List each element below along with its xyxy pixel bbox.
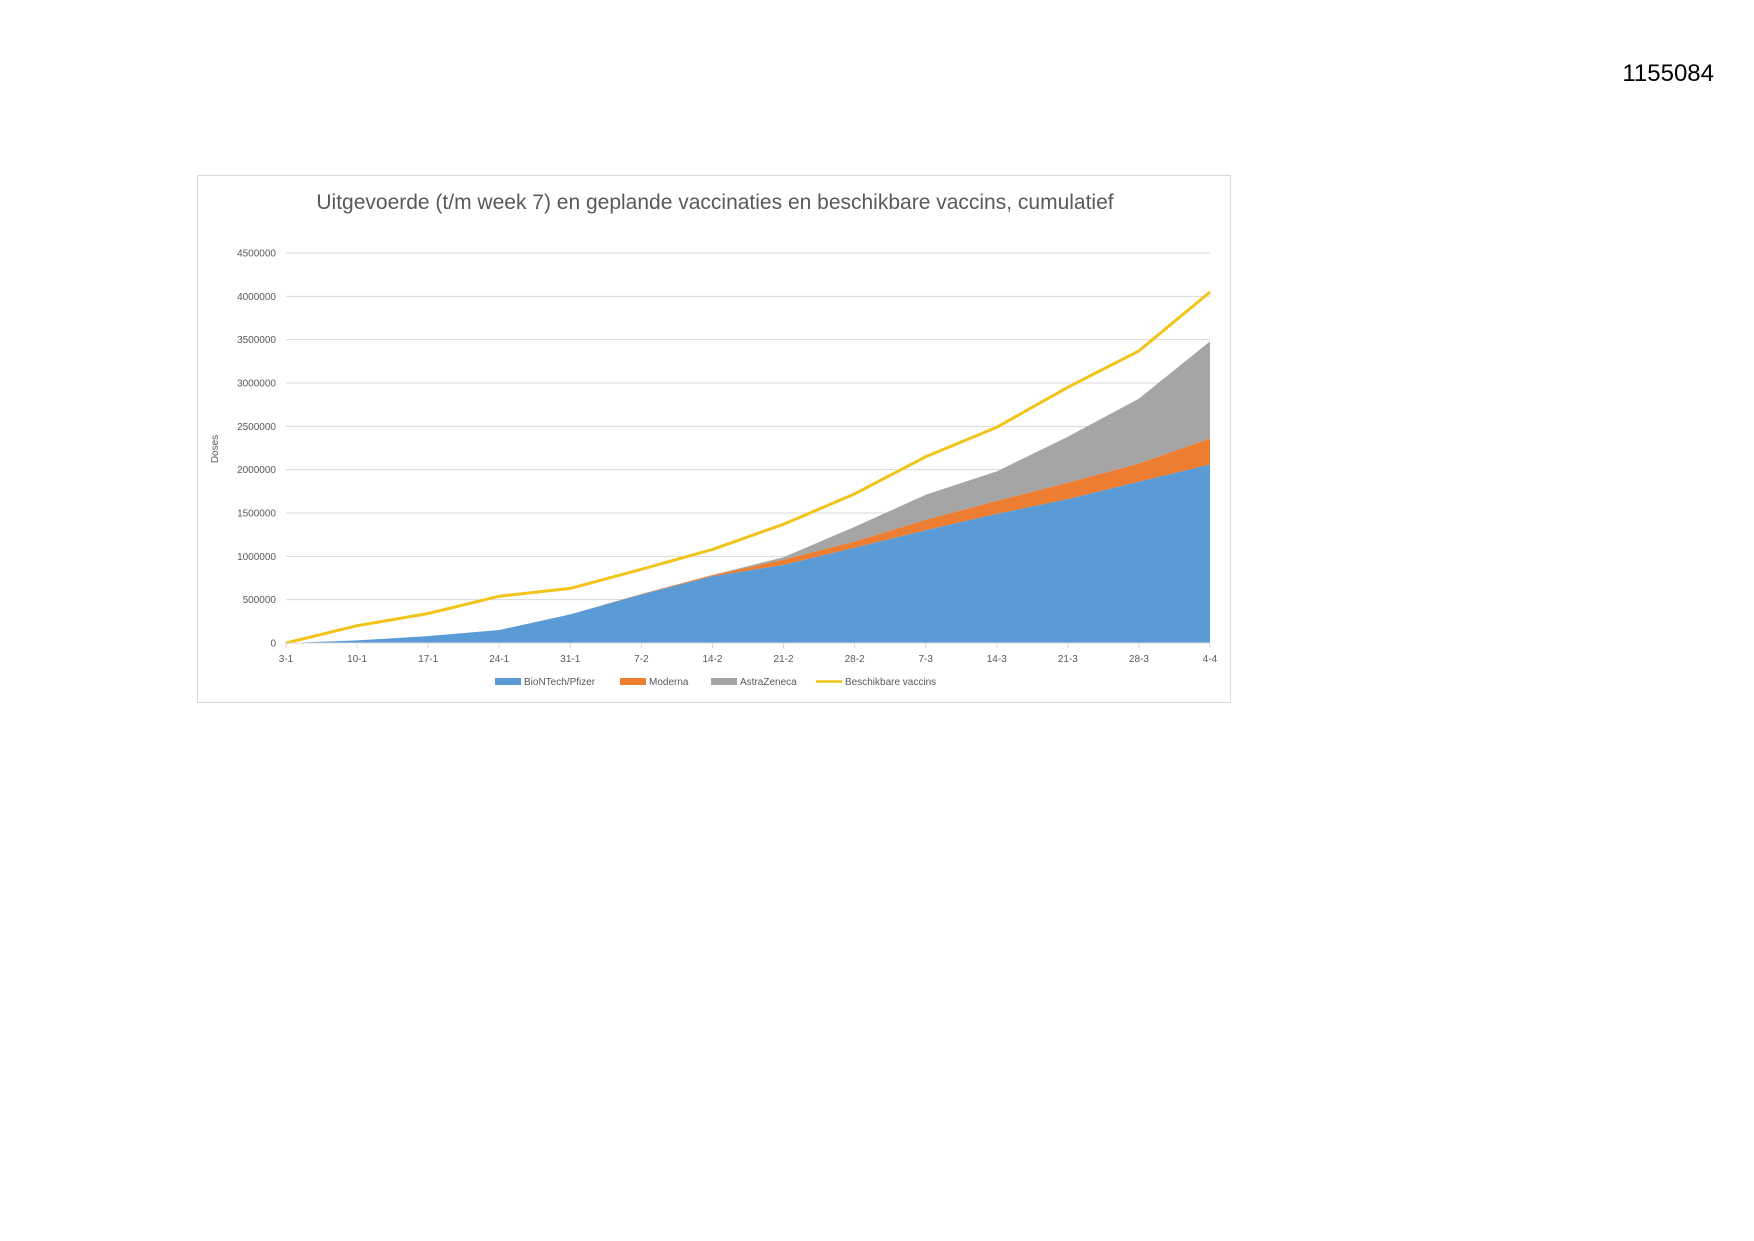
- y-tick-label: 3000000: [237, 379, 276, 390]
- legend-label: AstraZeneca: [740, 677, 797, 688]
- y-tick-label: 2000000: [237, 465, 276, 476]
- x-tick-label: 28-3: [1129, 654, 1149, 665]
- x-tick-label: 14-2: [702, 654, 722, 665]
- y-tick-label: 3500000: [237, 335, 276, 346]
- x-tick-label: 21-2: [774, 654, 794, 665]
- area-biontech-pfizer: [286, 464, 1210, 643]
- legend-swatch: [711, 678, 737, 685]
- x-tick-label: 28-2: [845, 654, 865, 665]
- x-tick-label: 3-1: [279, 654, 294, 665]
- x-tick-label: 10-1: [347, 654, 367, 665]
- chart-svg: Uitgevoerde (t/m week 7) en geplande vac…: [210, 191, 1218, 688]
- legend: BioNTech/Pfizer Moderna AstraZeneca Beschik…: [495, 677, 936, 688]
- chart-container: Uitgevoerde (t/m week 7) en geplande vac…: [197, 175, 1231, 703]
- y-tick-label: 4000000: [237, 292, 276, 303]
- legend-label: Moderna: [649, 677, 689, 688]
- area-astrazeneca: [286, 341, 1210, 643]
- y-tick-label: 0: [270, 639, 276, 650]
- x-tick-label: 4-4: [1203, 654, 1218, 665]
- line-layer: [285, 290, 1211, 645]
- y-tick-label: 500000: [243, 595, 277, 606]
- legend-label: Beschikbare vaccins: [845, 677, 936, 688]
- legend-item-moderna: Moderna: [620, 677, 689, 688]
- x-tick-label: 24-1: [489, 654, 509, 665]
- line-beschikbare-vaccins: [285, 290, 1211, 645]
- y-tick-label: 1000000: [237, 552, 276, 563]
- x-tick-label: 7-2: [634, 654, 649, 665]
- y-axis-title: Doses: [210, 435, 221, 463]
- grid-layer: [286, 252, 1210, 601]
- legend-item-astrazeneca: AstraZeneca: [711, 677, 797, 688]
- legend-swatch: [495, 678, 521, 685]
- document-number: 1155084: [1622, 60, 1714, 87]
- legend-item-biontech-pfizer: BioNTech/Pfizer: [495, 677, 596, 688]
- legend-label: BioNTech/Pfizer: [524, 677, 596, 688]
- y-tick-label: 4500000: [237, 249, 276, 260]
- x-tick-label: 7-3: [918, 654, 933, 665]
- x-tick-label: 21-3: [1058, 654, 1078, 665]
- legend-item-beschikbare-vaccins: Beschikbare vaccins: [816, 677, 936, 688]
- chart-title: Uitgevoerde (t/m week 7) en geplande vac…: [316, 191, 1113, 214]
- area-layer: [286, 341, 1210, 643]
- legend-swatch: [620, 678, 646, 685]
- y-tick-label: 1500000: [237, 509, 276, 520]
- x-tick-label: 31-1: [560, 654, 580, 665]
- y-tick-label: 2500000: [237, 422, 276, 433]
- axis-layer: 0 500000 1000000 1500000 2000000 2500000 30000…: [237, 249, 1218, 666]
- x-tick-label: 17-1: [418, 654, 438, 665]
- x-tick-label: 14-3: [987, 654, 1007, 665]
